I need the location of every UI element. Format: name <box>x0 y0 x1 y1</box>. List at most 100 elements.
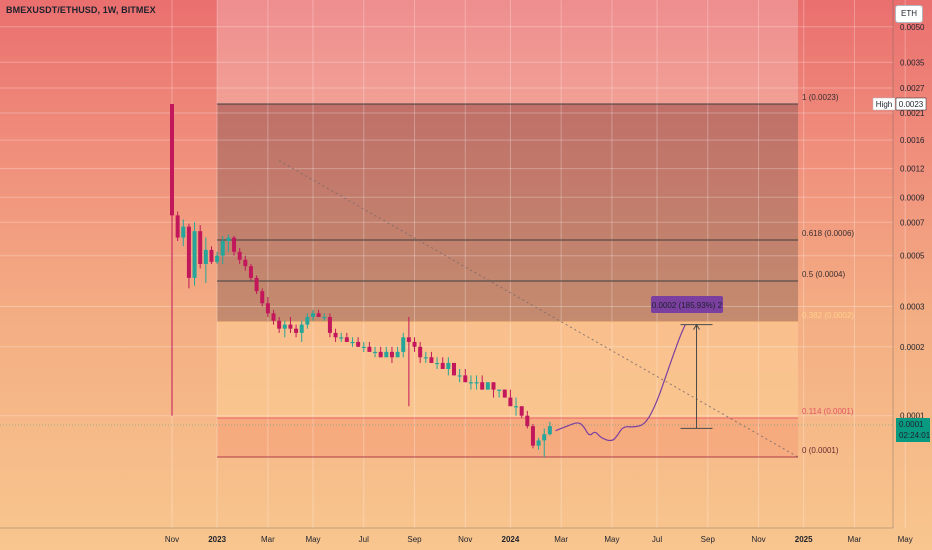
time-tick-label: May <box>898 535 913 544</box>
candles <box>170 104 552 457</box>
measure-arrow <box>693 323 700 330</box>
candle-body <box>254 277 259 292</box>
candle-body <box>367 346 372 352</box>
fibonacci-levels[interactable]: 1 (0.0023) 0.618 (0.0006) 0.5 (0.0004) 0.38… <box>217 93 854 458</box>
candle-body <box>508 397 513 407</box>
fib-level-label: 0 (0.0001) <box>802 446 839 455</box>
candle-body <box>344 337 349 342</box>
price-tick-label: 0.0002 <box>900 343 925 352</box>
candle-body <box>288 324 293 329</box>
candle-body <box>186 226 191 278</box>
measure-tool[interactable]: 0.0002 (185.93%) 2 <box>651 296 723 429</box>
candle-body <box>294 328 299 333</box>
candle-body <box>322 316 327 319</box>
candle-body <box>215 255 220 262</box>
currency-button[interactable]: ETH <box>895 5 923 23</box>
candle-body <box>226 237 231 241</box>
current-price-value: 0.0001 <box>899 420 924 429</box>
candle-body <box>282 324 287 329</box>
time-tick-label: Nov <box>165 535 179 544</box>
price-tick-label: 0.0003 <box>900 302 925 311</box>
candle-body <box>474 382 479 384</box>
candle-body <box>491 382 496 390</box>
high-marker-value-box <box>895 97 927 111</box>
fib-zone-top <box>217 0 799 104</box>
candle-body <box>423 357 428 359</box>
price-tick-label: 0.0050 <box>900 23 925 32</box>
current-price-badge <box>896 418 930 442</box>
time-tick-label: Nov <box>751 535 765 544</box>
candle-body <box>452 362 456 376</box>
price-tick-label: 0.0021 <box>900 109 925 118</box>
price-tick-label: 0.0016 <box>900 136 925 145</box>
candle-body <box>480 382 485 390</box>
candle-body <box>457 375 462 377</box>
candle-body <box>192 231 197 278</box>
candle-body <box>299 324 304 333</box>
candle-body <box>485 382 490 390</box>
candle-body <box>203 249 208 264</box>
fib-zone-bottom <box>217 418 799 457</box>
candle-body <box>232 237 237 252</box>
candle-body <box>243 259 248 267</box>
candle-body <box>440 362 445 369</box>
candle-body <box>277 320 282 329</box>
candle-body <box>435 362 440 365</box>
candle-body <box>530 426 535 446</box>
candle-body <box>248 266 253 278</box>
projection-curve[interactable] <box>555 324 686 442</box>
time-tick-label: Mar <box>848 535 862 544</box>
fib-zone-middle <box>217 322 799 418</box>
candle-body <box>361 346 366 348</box>
time-tick-label: Sep <box>407 535 422 544</box>
candle-body <box>373 351 378 354</box>
candle-body <box>327 316 332 333</box>
candle-body <box>514 406 519 408</box>
time-tick-label: 2025 <box>795 535 813 544</box>
high-marker-tag <box>872 97 896 111</box>
fib-level-label: 0.114 (0.0001) <box>802 407 854 416</box>
price-markers: High 0.0023 0.0001 02:24:01 <box>0 97 931 442</box>
time-axis[interactable]: Nov 2023 Mar May Jul Sep Nov 2024 Mar May Jul Sep No… <box>0 527 913 544</box>
fib-level-label: 0.618 (0.0006) <box>802 229 854 238</box>
candle-body <box>305 316 310 325</box>
measure-label: 0.0002 (185.93%) 2 <box>652 301 723 310</box>
time-tick-label: Sep <box>701 535 716 544</box>
candle-body <box>260 291 265 304</box>
fib-level-label: 0.382 (0.0002) <box>802 311 854 320</box>
candle-body <box>181 226 186 238</box>
candle-body <box>519 406 524 416</box>
candle-body <box>333 332 338 338</box>
candle-body <box>389 351 394 358</box>
projection-drawing[interactable] <box>555 324 686 442</box>
candle-body <box>378 351 383 358</box>
symbol-title: BMEXUSDT/ETHUSD, 1W, BITMEX <box>6 5 156 15</box>
price-tick-label: 0.0001 <box>900 412 925 421</box>
candle-body <box>350 341 355 344</box>
time-tick-label: Jul <box>359 535 369 544</box>
candle-body <box>429 357 434 363</box>
candle-body <box>401 337 406 352</box>
candle-body <box>412 341 417 347</box>
time-tick-label: Nov <box>458 535 472 544</box>
candle-body <box>311 313 315 317</box>
high-marker-label: High <box>876 100 892 109</box>
bar-countdown: 02:24:01 <box>899 431 931 440</box>
candle-body <box>463 375 468 383</box>
candle-body <box>406 337 411 342</box>
fib-level-label: 1 (0.0023) <box>802 93 839 102</box>
price-tick-label: 0.0035 <box>900 58 925 67</box>
price-tick-label: 0.0005 <box>900 252 925 261</box>
time-tick-label: Mar <box>554 535 568 544</box>
candle-body <box>547 426 552 435</box>
fib-zone-upper <box>217 104 799 322</box>
candle-body <box>265 303 270 314</box>
measure-label-box <box>651 296 723 313</box>
price-tick-label: 0.0027 <box>900 84 925 93</box>
high-marker-value: 0.0023 <box>899 100 924 109</box>
candle-body <box>542 434 547 441</box>
price-axis[interactable]: 0.0050 0.0035 0.0027 0.0021 0.0016 0.0012 0.00… <box>892 0 925 528</box>
time-tick-label: Jul <box>652 535 662 544</box>
